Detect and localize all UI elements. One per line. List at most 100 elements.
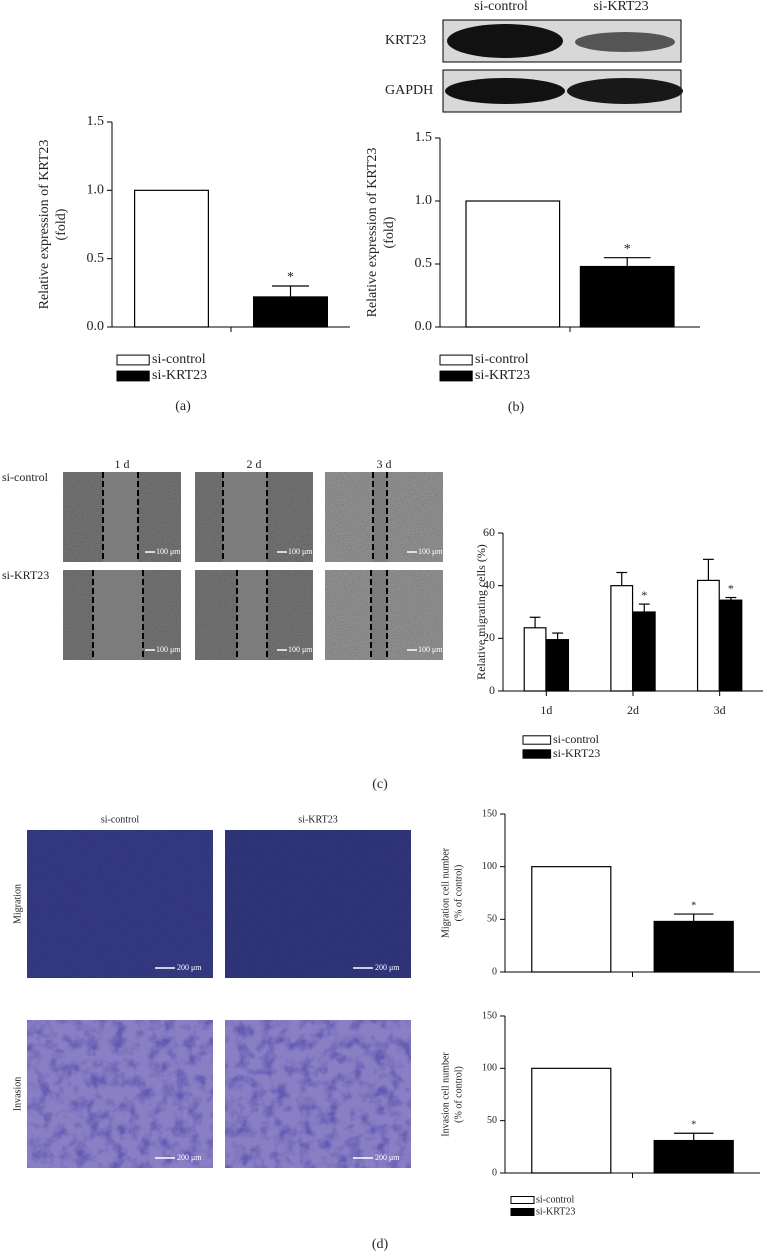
bar <box>610 585 634 692</box>
y-axis-label: Invasion cell number <box>440 1052 451 1137</box>
wound-gap <box>93 570 143 660</box>
significance-mark: * <box>641 588 647 602</box>
bar <box>465 200 561 328</box>
x-tick-label: 3d <box>714 703 726 717</box>
significance-mark: * <box>728 581 734 595</box>
y-axis-label: Migration cell number <box>440 847 451 938</box>
panel-label: (d) <box>372 1237 389 1252</box>
legend-label: si-control <box>152 352 206 367</box>
y-tick-label: 0.5 <box>415 256 433 271</box>
legend-label: si-KRT23 <box>553 746 600 760</box>
scale-label: 200 μm <box>375 1153 400 1162</box>
wound-gap <box>103 472 138 562</box>
y-tick-label: 40 <box>483 577 495 591</box>
bar <box>531 866 612 973</box>
transwell-image <box>27 830 213 978</box>
wound-gap <box>373 472 387 562</box>
wound-row-label: si-control <box>2 470 49 484</box>
y-tick-label: 50 <box>487 914 497 925</box>
legend-label: si-control <box>475 352 529 367</box>
y-tick-label: 1.0 <box>87 183 105 198</box>
bar <box>531 1067 612 1174</box>
blot-row-label: KRT23 <box>385 33 426 48</box>
x-tick-label: 1d <box>540 703 552 717</box>
y-tick-label: 150 <box>482 1010 497 1021</box>
bar <box>653 920 734 973</box>
y-tick-label: 1.5 <box>87 114 105 129</box>
y-axis-label: (fold) <box>382 216 397 248</box>
transwell-image <box>225 1020 411 1168</box>
y-tick-label: 0.0 <box>415 319 433 334</box>
wound-column-label: 2 d <box>247 457 262 471</box>
legend-swatch <box>522 749 552 759</box>
bar <box>523 627 547 692</box>
y-tick-label: 50 <box>487 1115 497 1126</box>
y-axis-label: (% of control) <box>453 1066 464 1123</box>
wound-column-label: 3 d <box>377 457 392 471</box>
y-axis-label: (fold) <box>54 208 69 240</box>
legend-swatch <box>116 370 150 382</box>
blot-column-label: si-control <box>474 0 528 14</box>
wound-column-label: 1 d <box>115 457 130 471</box>
scale-label: 100 μm <box>288 645 313 654</box>
scale-label: 100 μm <box>418 547 443 556</box>
panel-label: (a) <box>175 399 191 414</box>
blot-column-label: si-KRT23 <box>593 0 648 14</box>
wound-row-label: si-KRT23 <box>2 568 49 582</box>
significance-mark: * <box>624 242 631 257</box>
transwell-column-label: si-KRT23 <box>298 814 337 825</box>
legend-label: si-control <box>553 732 600 746</box>
bar <box>696 579 720 692</box>
significance-mark: * <box>287 270 294 285</box>
y-tick-label: 1.0 <box>415 193 433 208</box>
y-tick-label: 150 <box>482 808 497 819</box>
bar <box>719 599 743 692</box>
legend-swatch <box>116 354 150 366</box>
bar <box>546 639 570 692</box>
y-tick-label: 100 <box>482 1063 497 1074</box>
bar <box>579 265 675 328</box>
legend-swatch <box>522 735 552 745</box>
legend-label: si-control <box>536 1194 575 1205</box>
transwell-column-label: si-control <box>101 814 140 825</box>
western-blot: si-control si-KRT23 KRT23 GAPDH <box>385 0 683 113</box>
scale-label: 100 μm <box>156 645 181 654</box>
blot-row-label: GAPDH <box>385 83 433 98</box>
legend-swatch <box>510 1208 535 1216</box>
scale-label: 200 μm <box>375 963 400 972</box>
legend-label: si-KRT23 <box>152 368 207 383</box>
y-tick-label: 0 <box>489 683 495 697</box>
scale-label: 200 μm <box>177 1153 202 1162</box>
scale-label: 100 μm <box>288 547 313 556</box>
bar <box>253 296 328 328</box>
y-axis-label: (% of control) <box>453 865 464 922</box>
wound-gap <box>223 472 267 562</box>
y-tick-label: 0 <box>492 1167 497 1178</box>
panel-label: (c) <box>372 777 388 792</box>
y-tick-label: 0 <box>492 966 497 977</box>
legend-label: si-KRT23 <box>475 368 530 383</box>
blot-band <box>567 78 683 104</box>
wound-gap <box>237 570 267 660</box>
blot-band <box>447 24 563 58</box>
y-axis-label: Relative expression of KRT23 <box>365 148 380 318</box>
legend-swatch <box>439 370 473 382</box>
bar <box>653 1139 734 1174</box>
blot-band <box>575 32 675 52</box>
legend-swatch <box>510 1196 535 1204</box>
scale-label: 200 μm <box>177 963 202 972</box>
transwell-image <box>27 1020 213 1168</box>
bar <box>632 611 656 692</box>
panel-label: (b) <box>508 400 525 415</box>
transwell-row-label: Migration <box>12 884 23 924</box>
x-tick-label: 2d <box>627 703 639 717</box>
y-tick-label: 0.5 <box>87 251 105 266</box>
transwell-image <box>225 830 411 978</box>
micrographs: 100 μm 100 μm 100 μm 100 μm 100 μm 100 μm 200 … <box>27 472 443 1168</box>
y-tick-label: 60 <box>483 525 495 539</box>
scale-label: 100 μm <box>418 645 443 654</box>
y-tick-label: 100 <box>482 861 497 872</box>
y-axis-label: Relative migrating cells (%) <box>474 544 488 680</box>
significance-mark: * <box>691 1120 696 1131</box>
